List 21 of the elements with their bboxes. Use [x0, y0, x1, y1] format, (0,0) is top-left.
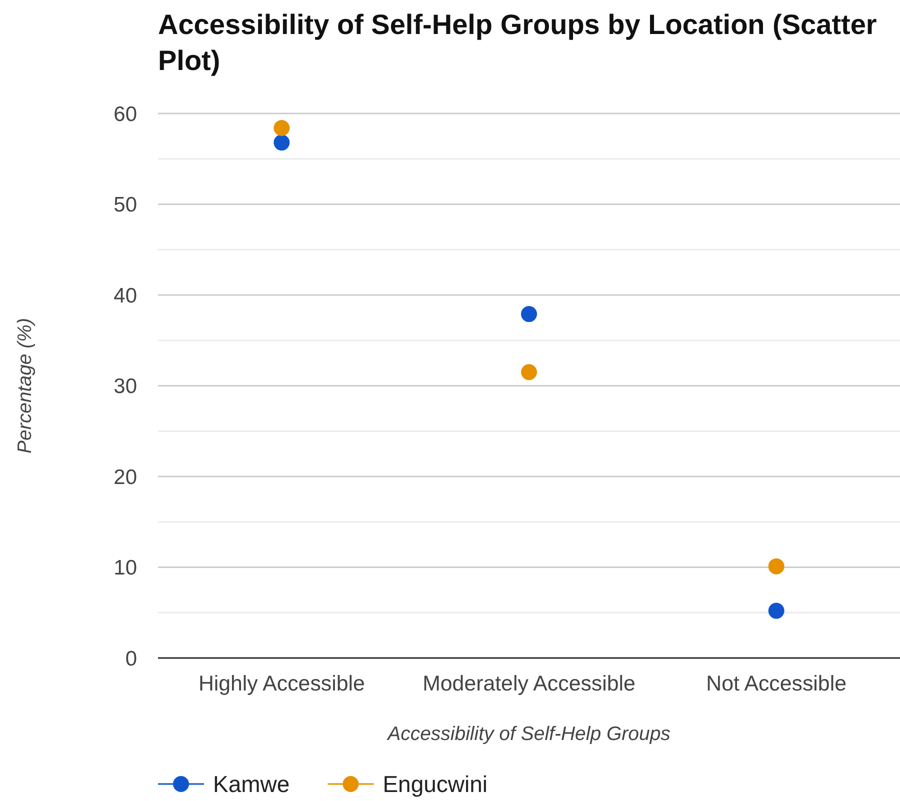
chart-title: Accessibility of Self-Help Groups by Location (Scatter Plot) — [158, 9, 877, 76]
point — [768, 602, 784, 619]
y-axis-title: Percentage (%) — [14, 318, 36, 454]
legend-label: Kamwe — [213, 771, 290, 798]
point — [274, 134, 290, 151]
legend-label: Engucwini — [382, 771, 488, 798]
point — [768, 558, 784, 574]
y-tick-label: 0 — [125, 647, 137, 670]
x-axis-title: Accessibility of Self-Help Groups — [386, 722, 671, 745]
point — [521, 364, 537, 380]
y-tick-label: 20 — [114, 466, 137, 489]
point — [521, 306, 537, 322]
y-tick-label: 30 — [114, 375, 137, 398]
point — [274, 120, 290, 136]
x-tick-label: Highly Accessible — [198, 671, 365, 696]
y-tick-label: 40 — [114, 284, 137, 308]
y-tick-label: 50 — [114, 194, 137, 217]
y-tick-label: 60 — [114, 102, 137, 126]
x-tick-label: Moderately Accessible — [422, 671, 636, 696]
y-tick-label: 10 — [114, 556, 137, 580]
x-tick-label: Not Accessible — [706, 671, 846, 696]
